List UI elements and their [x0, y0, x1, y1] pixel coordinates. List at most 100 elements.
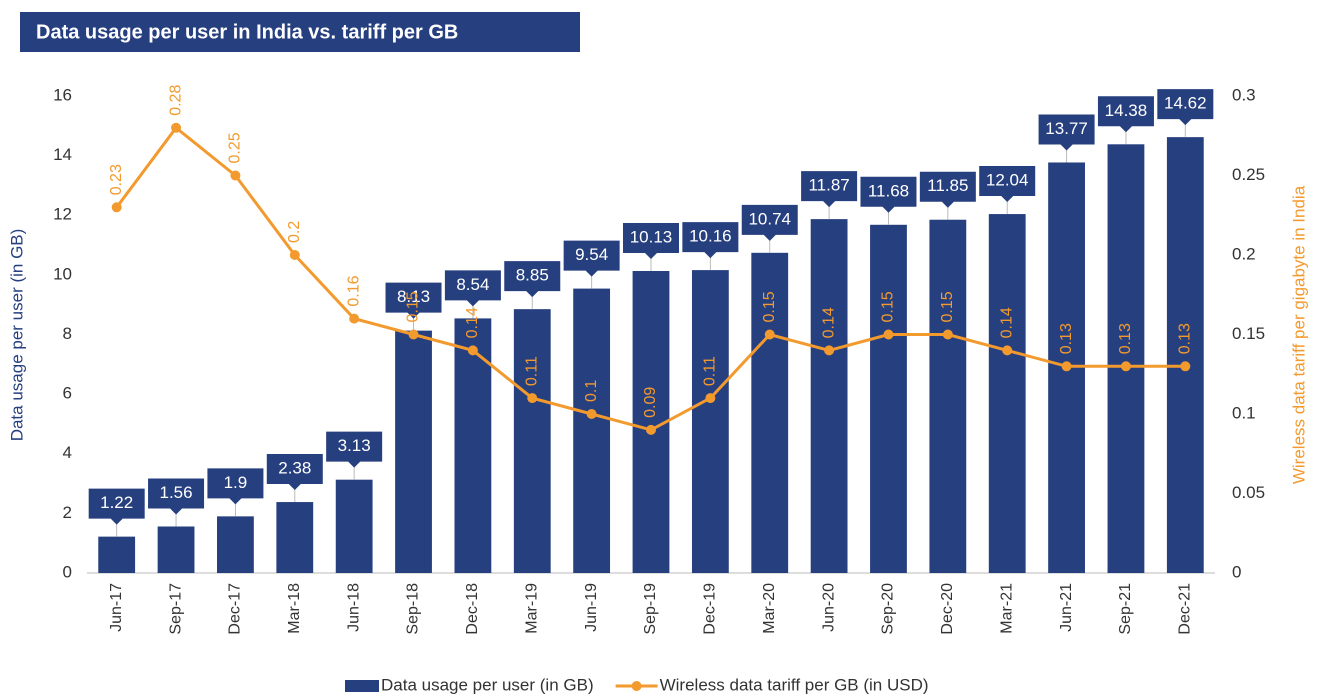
y2-tick-label: 0 — [1232, 562, 1241, 581]
label-box — [1157, 89, 1214, 126]
bar-value-label: 10.13 — [630, 227, 673, 246]
line-point — [111, 202, 122, 213]
line-point — [349, 313, 360, 324]
y-axis-title: Data usage per user (in GB) — [7, 229, 26, 442]
bar — [810, 219, 848, 574]
line-point — [1180, 361, 1191, 372]
label-box — [148, 478, 205, 515]
bar-value-label: 12.04 — [986, 171, 1029, 190]
x-tick-label: Mar-21 — [998, 583, 1015, 634]
bar-value-label: 8.85 — [516, 266, 549, 285]
line-value-label: 0.14 — [820, 307, 837, 338]
y-tick-label: 8 — [63, 324, 72, 343]
bar — [276, 502, 314, 573]
label-box — [801, 171, 858, 208]
line-point — [467, 345, 478, 356]
y-tick-label: 0 — [63, 562, 72, 581]
line-point — [646, 424, 656, 435]
y-tick-label: 4 — [63, 443, 72, 462]
label-box — [563, 240, 620, 277]
bar-value-label: 1.22 — [100, 493, 133, 512]
line-value-label: 0.09 — [642, 387, 659, 418]
bar — [870, 224, 907, 574]
y-tick-label: 6 — [63, 384, 72, 403]
line-value-label: 0.13 — [1058, 323, 1075, 354]
x-tick-label: Sep-20 — [880, 583, 897, 635]
bar — [157, 526, 195, 573]
legend-swatch — [345, 680, 379, 692]
y-tick-label: 16 — [53, 85, 72, 104]
x-tick-label: Sep-18 — [405, 583, 422, 635]
x-tick-label: Mar-18 — [286, 583, 303, 634]
line-value-label: 0.1 — [583, 380, 600, 402]
line-value-label: 0.13 — [1117, 323, 1134, 354]
y2-axis-title: Wireless data tariff per gigabyte in Ind… — [1289, 185, 1308, 484]
line-point — [171, 122, 182, 133]
line-point — [1120, 361, 1131, 372]
y-tick-label: 2 — [63, 503, 72, 522]
label-box — [682, 222, 739, 259]
line-value-label: 0.16 — [345, 275, 362, 306]
bar-value-label: 11.85 — [927, 176, 968, 195]
legend-swatch-point — [631, 681, 642, 691]
x-tick-label: Jun-21 — [1058, 583, 1075, 632]
label-box — [1097, 96, 1154, 133]
x-tick-label: Dec-18 — [464, 583, 481, 635]
line-value-label: 0.11 — [523, 356, 540, 386]
line-value-label: 0.13 — [1177, 323, 1194, 354]
line-point — [942, 329, 953, 340]
bar — [395, 330, 432, 573]
label-box — [504, 261, 561, 298]
line-value-label: 0.25 — [227, 132, 244, 163]
line-point — [705, 393, 716, 404]
bar-value-label: 10.74 — [748, 209, 791, 228]
label-box — [623, 222, 679, 259]
line-value-label: 0.15 — [939, 291, 956, 322]
bar-value-label: 1.9 — [224, 473, 248, 492]
line-value-label: 0.14 — [464, 307, 481, 338]
x-tick-label: Jun-17 — [108, 583, 125, 632]
line-value-label: 0.15 — [405, 291, 422, 322]
x-tick-label: Dec-21 — [1177, 583, 1194, 635]
x-tick-label: Jun-18 — [345, 583, 362, 632]
bar-value-label: 2.38 — [278, 459, 311, 478]
label-box — [326, 431, 383, 468]
line-point — [289, 250, 300, 260]
label-box — [919, 171, 976, 208]
x-tick-label: Sep-17 — [167, 583, 184, 635]
label-box — [741, 204, 798, 241]
line-point — [824, 345, 835, 356]
y2-tick-label: 0.25 — [1232, 165, 1265, 184]
bar — [1107, 144, 1145, 573]
bar — [929, 219, 967, 574]
x-tick-label: Mar-19 — [523, 583, 540, 634]
x-tick-label: Dec-20 — [939, 583, 956, 635]
bar-value-label: 13.77 — [1045, 119, 1088, 138]
bar-value-label: 1.56 — [160, 483, 193, 502]
line-value-label: 0.11 — [702, 356, 719, 386]
x-tick-label: Mar-20 — [761, 583, 778, 634]
line-point — [883, 329, 894, 340]
line-value-label: 0.15 — [761, 291, 778, 322]
bar-value-label: 10.16 — [689, 227, 732, 246]
bar — [454, 318, 492, 573]
label-box — [860, 176, 917, 213]
line-point — [408, 329, 419, 340]
chart-title: Data usage per user in India vs. tariff … — [36, 21, 458, 43]
bar — [573, 288, 611, 573]
bar — [98, 536, 136, 573]
bar — [217, 516, 254, 573]
legend-label: Data usage per user (in GB) — [381, 675, 594, 694]
line-value-label: 0.15 — [880, 291, 897, 322]
x-tick-label: Jun-19 — [583, 583, 600, 632]
line-point — [586, 409, 597, 419]
line-point — [1002, 345, 1013, 356]
bar-value-label: 3.13 — [338, 436, 371, 455]
label-box — [88, 488, 145, 525]
y2-tick-label: 0.05 — [1232, 483, 1265, 502]
line-value-label: 0.23 — [108, 164, 125, 195]
bar-value-label: 8.13 — [397, 287, 430, 306]
bar-value-label: 11.87 — [808, 176, 849, 195]
y-tick-label: 14 — [53, 145, 72, 164]
